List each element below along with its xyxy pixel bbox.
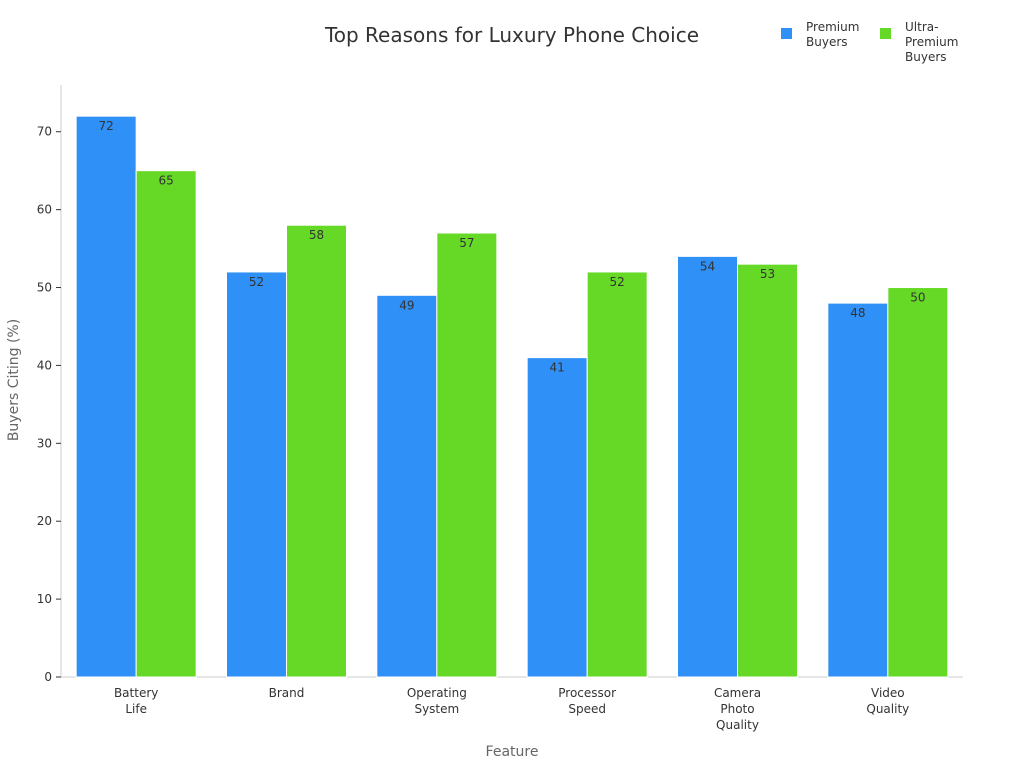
bar: [677, 255, 738, 678]
bar: [135, 170, 197, 678]
data-label: 65: [159, 174, 174, 188]
bar: [376, 294, 438, 678]
data-label: 49: [399, 298, 414, 312]
data-label: 50: [910, 291, 925, 305]
legend: Premium Buyers Ultra-Premium Buyers: [781, 20, 958, 64]
bar: [75, 115, 137, 678]
legend-swatch: [880, 28, 891, 39]
y-tick-label: 60: [37, 203, 52, 217]
x-tick-label: Processor Speed: [558, 686, 616, 716]
data-label: 58: [309, 228, 324, 242]
bar: [436, 232, 498, 678]
x-tick-label: Video Quality: [866, 686, 909, 716]
y-tick-label: 10: [37, 592, 52, 606]
legend-label: Premium Buyers: [806, 20, 859, 49]
bar: [526, 357, 588, 678]
y-axis-title: Buyers Citing (%): [6, 319, 22, 441]
data-labels-layer: 72 65 52 58 49 57 41 52 54 53 48 50: [99, 119, 926, 374]
data-label: 41: [550, 361, 565, 375]
x-tick-label: Brand: [269, 686, 305, 700]
bar: [737, 263, 798, 678]
data-label: 52: [610, 275, 625, 289]
bar: [887, 287, 949, 678]
bar: [226, 271, 287, 678]
axes: 0 10 20 30 40 50 60 70 Battery Life Brand Operating…: [37, 85, 963, 732]
y-tick-label: 50: [37, 281, 52, 295]
bar: [286, 224, 347, 678]
x-axis-title: Feature: [486, 744, 539, 760]
x-tick-label: Battery Life: [114, 686, 158, 716]
data-label: 57: [459, 236, 474, 250]
x-tick-label: Operating System: [407, 686, 467, 716]
data-label: 52: [249, 275, 264, 289]
data-label: 53: [760, 267, 775, 281]
bars-layer: [75, 115, 949, 678]
y-tick-label: 70: [37, 125, 52, 139]
bar: [827, 302, 889, 678]
legend-label: Ultra-Premium Buyers: [905, 20, 958, 64]
y-tick-label: 40: [37, 358, 52, 372]
y-tick-label: 20: [37, 514, 52, 528]
data-label: 48: [850, 306, 865, 320]
legend-swatch: [781, 28, 792, 39]
chart-title: Top Reasons for Luxury Phone Choice: [324, 23, 699, 47]
y-tick-label: 30: [37, 436, 52, 450]
data-label: 54: [700, 259, 715, 273]
x-tick-label: Camera Photo Quality: [714, 686, 761, 732]
y-tick-label: 0: [44, 670, 52, 684]
bar: [586, 271, 648, 678]
data-label: 72: [99, 119, 114, 133]
